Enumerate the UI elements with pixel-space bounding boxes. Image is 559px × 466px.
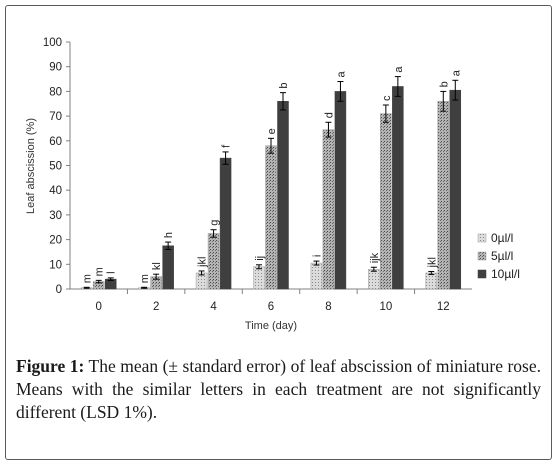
- significance-letter: f: [221, 144, 233, 148]
- bar: [162, 245, 174, 290]
- significance-letter: ij: [254, 256, 266, 261]
- significance-letter: g: [209, 220, 221, 226]
- bar: [310, 262, 323, 290]
- x-tick-label: 0: [96, 301, 102, 313]
- y-tick-label: 30: [49, 210, 62, 222]
- significance-letter: m: [82, 274, 94, 283]
- significance-letter: c: [381, 95, 393, 101]
- significance-letter: ijk: [369, 252, 381, 263]
- significance-letter: a: [393, 66, 405, 73]
- caption-label: Figure 1:: [16, 356, 85, 376]
- y-axis-title: Leaf abscission (%): [25, 118, 37, 214]
- legend-swatch: [477, 269, 487, 279]
- y-tick-label: 0: [56, 284, 62, 296]
- y-tick-label: 80: [49, 86, 62, 98]
- significance-letter: jkl: [426, 257, 438, 268]
- legend-swatch: [477, 233, 487, 243]
- bar: [207, 233, 220, 290]
- y-tick-label: 20: [49, 235, 62, 247]
- bar: [253, 266, 265, 290]
- legend-label: 5µl/l: [491, 249, 513, 263]
- significance-letter: d: [323, 112, 335, 118]
- error-bars: [83, 76, 459, 289]
- significance-letter: m: [94, 267, 106, 276]
- significance-letter: e: [266, 128, 278, 134]
- bar: [380, 113, 392, 290]
- bar: [219, 157, 232, 290]
- caption-text: The mean (± standard error) of leaf absc…: [16, 356, 541, 422]
- legend-swatch: [477, 251, 487, 261]
- x-axis-title: Time (day): [245, 320, 297, 332]
- y-tick-label: 70: [49, 111, 62, 123]
- x-tick-label: 2: [153, 301, 159, 313]
- y-tick-label: 90: [49, 62, 62, 74]
- significance-letter: jkl: [197, 257, 209, 268]
- x-tick-label: 6: [268, 301, 274, 313]
- x-tick-labels: 0 2 4 6 8 10 12: [96, 289, 450, 313]
- x-tick-label: 10: [379, 301, 392, 313]
- significance-letter: a: [335, 71, 347, 78]
- bar-series: [80, 86, 462, 290]
- x-tick-label: 12: [437, 301, 450, 313]
- legend: 0µl/l 5µl/l 10µl/l: [477, 231, 520, 281]
- y-tick-label: 10: [49, 259, 62, 271]
- bar: [322, 129, 335, 290]
- bar: [277, 101, 289, 290]
- bar: [265, 145, 277, 290]
- bar: [425, 272, 438, 290]
- bar: [368, 268, 380, 290]
- significance-letter: h: [163, 232, 175, 238]
- legend-label: 0µl/l: [491, 231, 513, 245]
- bar: [437, 101, 450, 290]
- y-tick-label: 100: [43, 37, 62, 49]
- x-tick-label: 4: [210, 301, 217, 313]
- significance-letter: l: [106, 271, 118, 273]
- significance-letter: kl: [151, 262, 163, 270]
- significance-letter: m: [139, 274, 151, 283]
- significance-letter: a: [450, 69, 462, 76]
- legend-label: 10µl/l: [491, 267, 520, 281]
- significance-letter: i: [311, 255, 323, 257]
- y-tick-label: 50: [49, 161, 62, 173]
- figure-caption: Figure 1: The mean (± standard error) of…: [16, 355, 541, 424]
- significance-letter: b: [278, 83, 290, 89]
- bar: [449, 89, 462, 290]
- x-tick-label: 8: [325, 301, 331, 313]
- bar: [334, 91, 347, 290]
- y-tick-label: 40: [49, 185, 62, 197]
- y-tick-labels: 0 10 20 30 40 50 60 70 80 90 100: [43, 37, 70, 296]
- y-tick-label: 60: [49, 136, 62, 148]
- significance-letter: b: [438, 81, 450, 87]
- bar: [392, 86, 404, 290]
